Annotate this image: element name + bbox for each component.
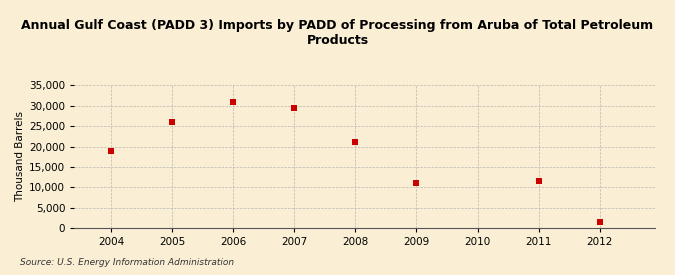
Text: Annual Gulf Coast (PADD 3) Imports by PADD of Processing from Aruba of Total Pet: Annual Gulf Coast (PADD 3) Imports by PA… [22, 19, 653, 47]
Text: Source: U.S. Energy Information Administration: Source: U.S. Energy Information Administ… [20, 258, 234, 267]
Point [350, 140, 360, 145]
Point [289, 106, 300, 110]
Point [167, 120, 178, 124]
Point [595, 220, 605, 224]
Y-axis label: Thousand Barrels: Thousand Barrels [15, 111, 25, 202]
Point [411, 181, 422, 186]
Point [533, 179, 544, 183]
Point [105, 148, 116, 153]
Point [227, 99, 238, 104]
